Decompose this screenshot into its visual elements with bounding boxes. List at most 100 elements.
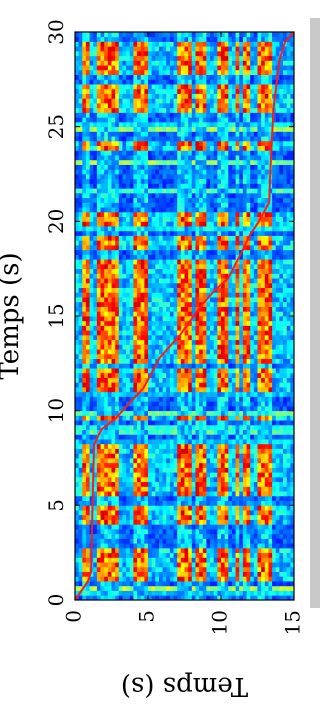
heatmap-cell (166, 235, 171, 241)
heatmap-cell (253, 278, 258, 284)
heatmap-cell (155, 245, 160, 251)
heatmap-cell (246, 476, 251, 483)
heatmap-cell (137, 273, 142, 279)
heatmap-cell (93, 566, 98, 572)
heatmap-cell (104, 396, 109, 402)
heatmap-cell (210, 519, 215, 525)
heatmap-cell (122, 344, 127, 350)
heatmap-cell (93, 458, 98, 464)
heatmap-cell (242, 268, 247, 274)
heatmap-cell (213, 316, 218, 322)
heatmap-cell (231, 353, 236, 359)
heatmap-cell (268, 415, 273, 421)
heatmap-cell (283, 320, 288, 326)
heatmap-cell (169, 268, 174, 274)
caption-strip (310, 18, 320, 608)
heatmap-cell (158, 590, 163, 596)
heatmap-cell (115, 405, 120, 412)
heatmap-cell (151, 410, 156, 416)
heatmap-cell (206, 472, 211, 478)
heatmap-cell (82, 581, 87, 587)
heatmap-cell (104, 543, 109, 549)
heatmap-cell (217, 481, 222, 487)
heatmap-cell (217, 571, 222, 577)
heatmap-cell (137, 240, 142, 246)
heatmap-cell (137, 566, 142, 572)
heatmap-cell (140, 249, 145, 255)
heatmap-cell (264, 505, 269, 511)
heatmap-cell (279, 325, 284, 331)
heatmap-cell (129, 268, 134, 274)
heatmap-cell (85, 306, 90, 312)
heatmap-cell (257, 254, 262, 260)
heatmap-cell (75, 287, 80, 293)
heatmap-cell (290, 410, 295, 416)
heatmap-cell (286, 476, 291, 483)
heatmap-cell (279, 235, 284, 241)
heatmap-cell (180, 500, 185, 506)
heatmap-cells (75, 32, 295, 601)
heatmap-cell (78, 372, 83, 378)
heatmap-cell (129, 391, 134, 397)
heatmap-cell (166, 453, 171, 459)
heatmap-cell (275, 363, 280, 369)
heatmap-cell (89, 495, 94, 501)
heatmap-cell (96, 481, 101, 487)
heatmap-cell (242, 443, 247, 449)
heatmap-cell (140, 292, 145, 298)
heatmap-cell (242, 377, 247, 383)
heatmap-cell (272, 301, 277, 307)
heatmap-cell (268, 495, 273, 501)
heatmap-cell (85, 533, 90, 539)
heatmap-cell (206, 524, 211, 530)
heatmap-cell (286, 529, 291, 535)
heatmap-cell (118, 363, 123, 369)
heatmap-cell (148, 595, 153, 601)
heatmap-cell (246, 282, 251, 288)
heatmap-cell (206, 424, 211, 430)
heatmap-cell (93, 263, 98, 270)
heatmap-cell (239, 467, 244, 473)
heatmap-cell (78, 316, 83, 322)
heatmap-cell (166, 595, 171, 601)
heatmap-cell (104, 429, 109, 435)
heatmap-cell (126, 387, 131, 393)
heatmap-cell (268, 571, 273, 577)
heatmap-cell (239, 491, 244, 497)
heatmap-cell (246, 297, 251, 303)
heatmap-cell (246, 562, 251, 568)
heatmap-cell (213, 230, 218, 236)
heatmap-cell (257, 363, 262, 369)
heatmap-cell (169, 282, 174, 288)
heatmap-cell (235, 524, 240, 530)
heatmap-cell (228, 207, 233, 213)
heatmap-cell (162, 320, 167, 326)
heatmap-cell (283, 420, 288, 426)
heatmap-cell (155, 557, 160, 563)
heatmap-cell (224, 363, 229, 369)
heatmap-cell (85, 325, 90, 331)
heatmap-cell (162, 382, 167, 388)
heatmap-cell (148, 306, 153, 312)
heatmap-cell (246, 576, 251, 582)
heatmap-cell (202, 500, 207, 506)
heatmap-cell (133, 240, 138, 246)
heatmap-cell (202, 221, 207, 227)
heatmap-cell (148, 273, 153, 279)
heatmap-cell (155, 306, 160, 312)
heatmap-cell (221, 339, 226, 345)
heatmap-cell (272, 273, 277, 279)
heatmap-cell (231, 481, 236, 487)
heatmap-cell (279, 316, 284, 322)
heatmap-cell (144, 382, 149, 388)
heatmap-cell (202, 254, 207, 260)
heatmap-cell (89, 387, 94, 393)
heatmap-cell (107, 263, 112, 270)
heatmap-cell (89, 476, 94, 483)
heatmap-cell (195, 349, 200, 355)
heatmap-cell (180, 547, 185, 554)
heatmap-cell (188, 448, 193, 454)
heatmap-cell (257, 519, 262, 525)
heatmap-cell (75, 268, 80, 274)
heatmap-cell (93, 316, 98, 322)
